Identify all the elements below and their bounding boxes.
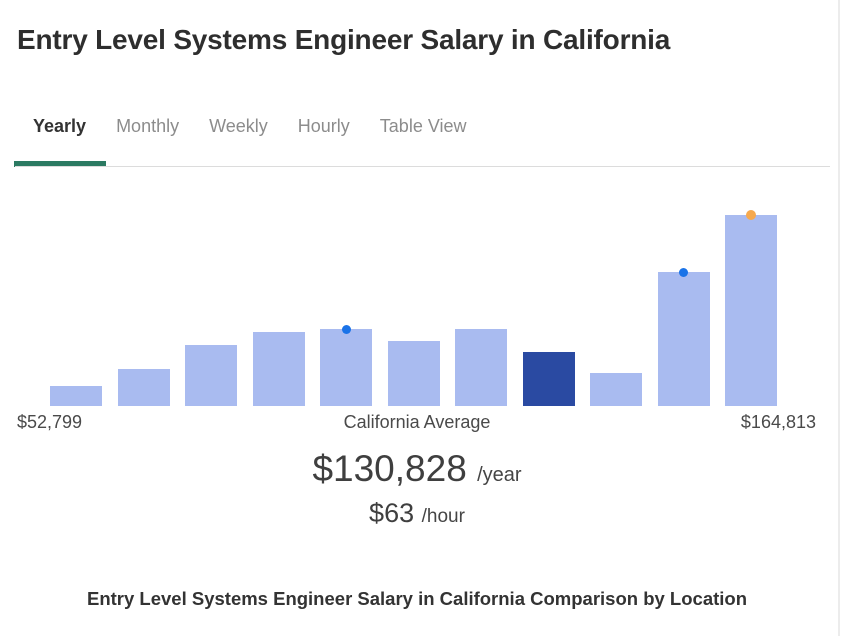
average-yearly-line: $130,828 /year — [0, 449, 834, 495]
chart-axis-labels: $52,799 California Average $164,813 — [0, 412, 834, 434]
salary-bar-5[interactable] — [320, 329, 372, 406]
tabs-divider — [15, 166, 830, 167]
salary-bar-2[interactable] — [117, 369, 170, 406]
salary-bar-7[interactable] — [455, 329, 507, 406]
tab-table-view[interactable]: Table View — [379, 116, 467, 136]
tab-yearly[interactable]: Yearly — [33, 116, 87, 136]
tab-monthly[interactable]: Monthly — [116, 116, 180, 136]
min-salary-label: $52,799 — [17, 412, 83, 432]
average-yearly-amount: $130,828 — [312, 448, 467, 489]
page-title: Entry Level Systems Engineer Salary in C… — [17, 24, 671, 55]
yearly-unit: /year — [477, 464, 522, 486]
comparison-by-location-heading: Entry Level Systems Engineer Salary in C… — [86, 588, 748, 609]
tab-weekly[interactable]: Weekly — [209, 116, 268, 136]
hourly-unit: /hour — [421, 506, 465, 527]
orange-marker-dot — [746, 210, 756, 220]
salary-bar-9[interactable] — [590, 373, 642, 406]
period-tabs: Yearly Monthly Weekly Hourly Table View — [33, 116, 467, 137]
salary-bar-10[interactable] — [657, 272, 710, 406]
salary-bar-11[interactable] — [725, 215, 777, 406]
average-hourly-line: $63 /hour — [0, 498, 834, 532]
california-average-label: California Average — [343, 412, 491, 432]
page-edge-divider — [838, 0, 840, 636]
average-salary-block: $130,828 /year $63 /hour — [0, 449, 834, 532]
blue-marker-dot — [341, 324, 351, 334]
blue-marker-dot — [679, 267, 688, 277]
salary-bar-1[interactable] — [50, 386, 102, 406]
salary-bar-4[interactable] — [252, 332, 305, 406]
tab-hourly[interactable]: Hourly — [297, 116, 350, 136]
salary-distribution-chart — [0, 190, 846, 406]
salary-bar-8[interactable] — [522, 352, 575, 406]
salary-bar-3[interactable] — [185, 345, 237, 406]
max-salary-label: $164,813 — [740, 412, 816, 432]
average-hourly-amount: $63 — [369, 498, 415, 528]
salary-bar-6[interactable] — [387, 341, 440, 406]
active-tab-indicator — [14, 161, 106, 167]
